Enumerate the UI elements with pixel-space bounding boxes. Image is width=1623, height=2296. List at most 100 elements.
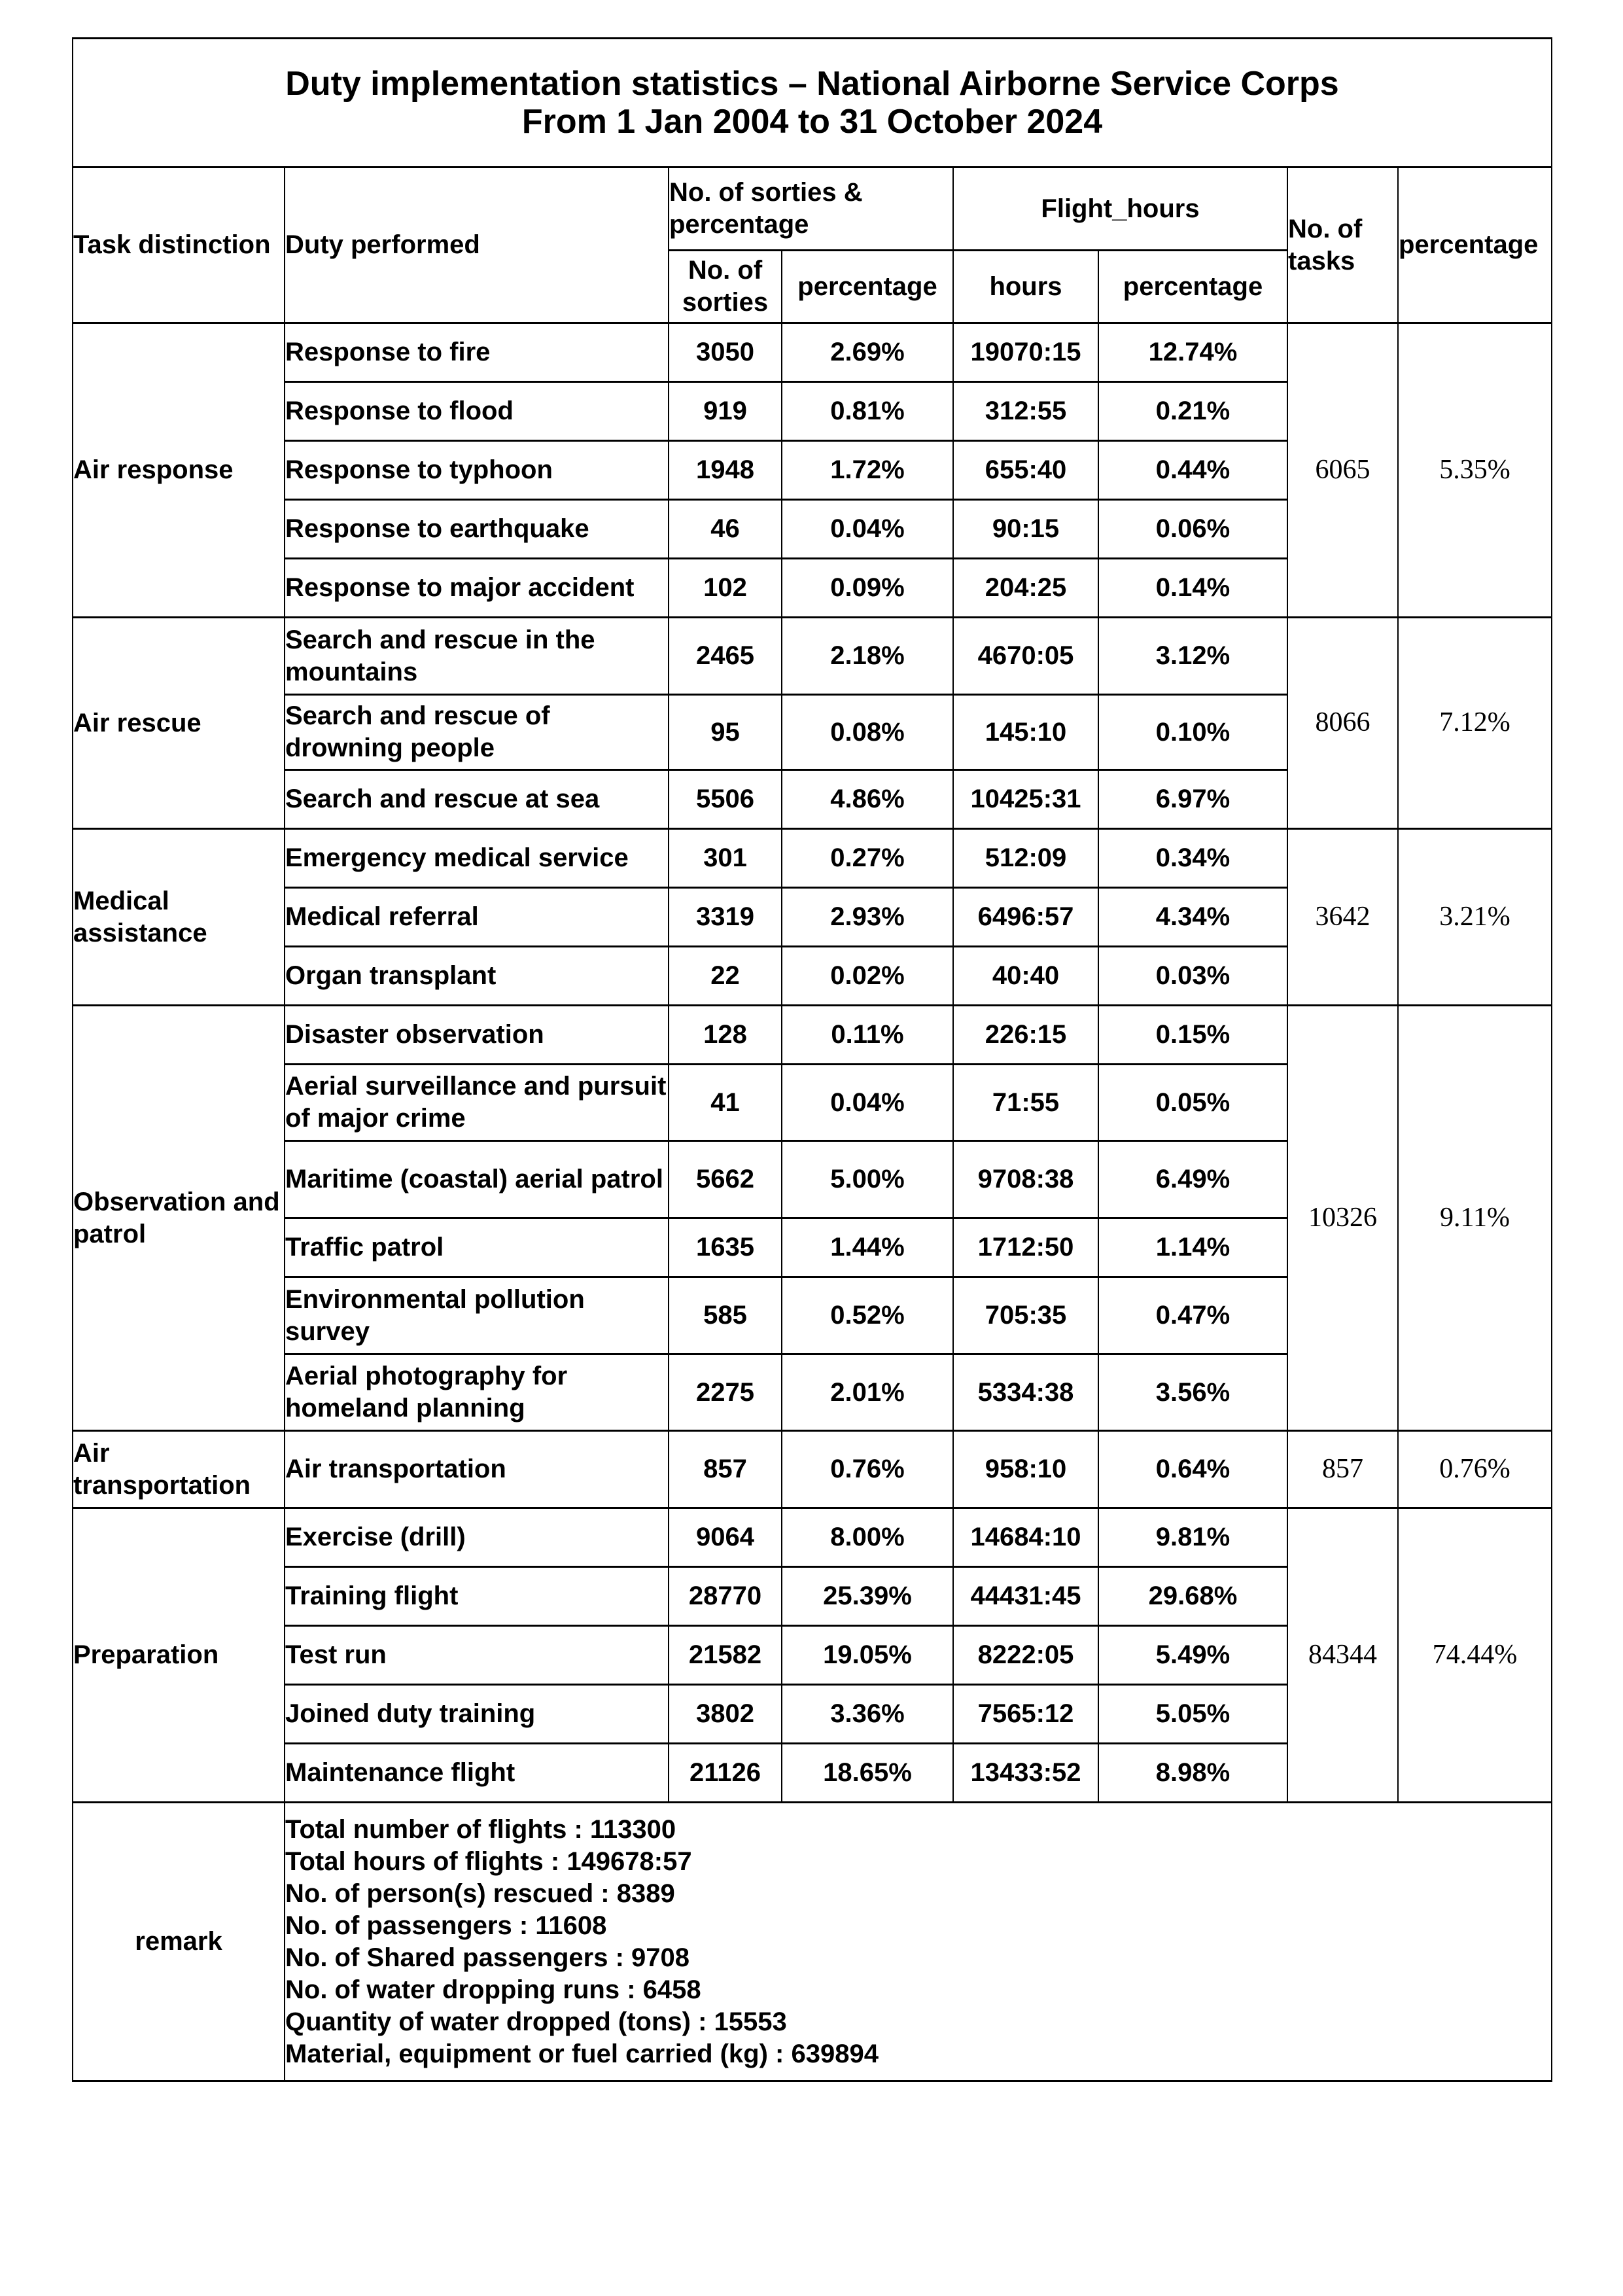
sorties-cell: 28770 [668, 1566, 782, 1627]
header-sorties-group: No. of sorties & percentage [668, 166, 954, 251]
sorties-cell: 21582 [668, 1625, 782, 1686]
hours-cell: 655:40 [952, 440, 1099, 501]
sorties-cell: 5506 [668, 769, 782, 830]
hours-pct-cell: 0.15% [1098, 1004, 1288, 1065]
header-sorties-percentage: percentage [781, 249, 954, 324]
sorties-cell: 2465 [668, 616, 782, 696]
tasks-total-cell: 3642 [1287, 828, 1399, 1006]
hours-pct-cell: 4.34% [1098, 887, 1288, 947]
hours-cell: 958:10 [952, 1430, 1099, 1509]
duty-cell: Maintenance flight [284, 1742, 669, 1803]
sorties-cell: 41 [668, 1063, 782, 1142]
duty-cell: Joined duty training [284, 1684, 669, 1744]
sorties-cell: 3050 [668, 322, 782, 383]
sorties-cell: 21126 [668, 1742, 782, 1803]
hours-cell: 9708:38 [952, 1140, 1099, 1219]
hours-cell: 71:55 [952, 1063, 1099, 1142]
sorties-cell: 1948 [668, 440, 782, 501]
hours-pct-cell: 5.49% [1098, 1625, 1288, 1686]
header-task-distinction: Task distinction [72, 166, 285, 324]
remark-label: remark [72, 1801, 285, 2082]
sorties-pct-cell: 18.65% [781, 1742, 954, 1803]
duty-cell: Response to earthquake [284, 499, 669, 559]
header-tasks-percentage: percentage [1397, 166, 1552, 324]
hours-cell: 19070:15 [952, 322, 1099, 383]
duty-statistics-table: Duty implementation statistics – Nationa… [72, 37, 1552, 2082]
header-hours-percentage: percentage [1098, 249, 1288, 324]
task-group-label: Air transportation [72, 1430, 285, 1509]
hours-cell: 90:15 [952, 499, 1099, 559]
title-line-2: From 1 Jan 2004 to 31 October 2024 [521, 103, 1103, 141]
tasks-pct-cell: 7.12% [1397, 616, 1552, 830]
header-no-of-sorties: No. of sorties [668, 249, 782, 324]
hours-pct-cell: 0.47% [1098, 1276, 1288, 1355]
remark-line: No. of passengers : 11608 [285, 1911, 607, 1940]
hours-cell: 145:10 [952, 694, 1099, 771]
sorties-cell: 1635 [668, 1217, 782, 1278]
hours-pct-cell: 6.49% [1098, 1140, 1288, 1219]
tasks-total-cell: 84344 [1287, 1507, 1399, 1803]
sorties-pct-cell: 2.01% [781, 1353, 954, 1432]
header-flight-hours-group: Flight_hours [952, 166, 1288, 251]
hours-pct-cell: 3.56% [1098, 1353, 1288, 1432]
tasks-total-cell: 857 [1287, 1430, 1399, 1509]
hours-pct-cell: 0.44% [1098, 440, 1288, 501]
sorties-pct-cell: 4.86% [781, 769, 954, 830]
header-no-of-tasks: No. of tasks [1287, 166, 1399, 324]
hours-cell: 8222:05 [952, 1625, 1099, 1686]
duty-cell: Response to flood [284, 381, 669, 442]
hours-cell: 10425:31 [952, 769, 1099, 830]
sorties-cell: 301 [668, 828, 782, 889]
hours-cell: 512:09 [952, 828, 1099, 889]
hours-cell: 204:25 [952, 557, 1099, 618]
sorties-pct-cell: 3.36% [781, 1684, 954, 1744]
sorties-pct-cell: 2.18% [781, 616, 954, 696]
sorties-cell: 22 [668, 945, 782, 1006]
tasks-pct-cell: 74.44% [1397, 1507, 1552, 1803]
duty-cell: Organ transplant [284, 945, 669, 1006]
duty-cell: Training flight [284, 1566, 669, 1627]
sorties-pct-cell: 0.76% [781, 1430, 954, 1509]
sorties-cell: 102 [668, 557, 782, 618]
sorties-pct-cell: 2.93% [781, 887, 954, 947]
header-hours: hours [952, 249, 1099, 324]
duty-cell: Response to major accident [284, 557, 669, 618]
hours-pct-cell: 1.14% [1098, 1217, 1288, 1278]
duty-cell: Search and rescue of drowning people [284, 694, 669, 771]
sorties-cell: 857 [668, 1430, 782, 1509]
hours-pct-cell: 3.12% [1098, 616, 1288, 696]
remark-line: Total hours of flights : 149678:57 [285, 1846, 692, 1876]
sorties-pct-cell: 0.04% [781, 1063, 954, 1142]
task-group-label: Medical assistance [72, 828, 285, 1006]
duty-cell: Search and rescue at sea [284, 769, 669, 830]
duty-cell: Disaster observation [284, 1004, 669, 1065]
duty-cell: Response to fire [284, 322, 669, 383]
hours-pct-cell: 12.74% [1098, 322, 1288, 383]
sorties-cell: 5662 [668, 1140, 782, 1219]
remark-line: Material, equipment or fuel carried (kg)… [285, 2039, 879, 2068]
sorties-cell: 585 [668, 1276, 782, 1355]
sorties-cell: 919 [668, 381, 782, 442]
sorties-pct-cell: 0.52% [781, 1276, 954, 1355]
hours-cell: 7565:12 [952, 1684, 1099, 1744]
hours-pct-cell: 8.98% [1098, 1742, 1288, 1803]
duty-cell: Response to typhoon [284, 440, 669, 501]
sorties-pct-cell: 0.81% [781, 381, 954, 442]
sorties-cell: 2275 [668, 1353, 782, 1432]
duty-cell: Environmental pollution survey [284, 1276, 669, 1355]
duty-cell: Air transportation [284, 1430, 669, 1509]
duty-cell: Search and rescue in the mountains [284, 616, 669, 696]
hours-cell: 40:40 [952, 945, 1099, 1006]
remark-line: Total number of flights : 113300 [285, 1814, 676, 1844]
sorties-pct-cell: 5.00% [781, 1140, 954, 1219]
duty-cell: Emergency medical service [284, 828, 669, 889]
sorties-pct-cell: 25.39% [781, 1566, 954, 1627]
hours-pct-cell: 0.10% [1098, 694, 1288, 771]
tasks-pct-cell: 0.76% [1397, 1430, 1552, 1509]
task-group-label: Observation and patrol [72, 1004, 285, 1432]
remark-line: No. of person(s) rescued : 8389 [285, 1879, 675, 1908]
table-title: Duty implementation statistics – Nationa… [72, 37, 1552, 168]
duty-cell: Aerial photography for homeland planning [284, 1353, 669, 1432]
tasks-total-cell: 6065 [1287, 322, 1399, 618]
